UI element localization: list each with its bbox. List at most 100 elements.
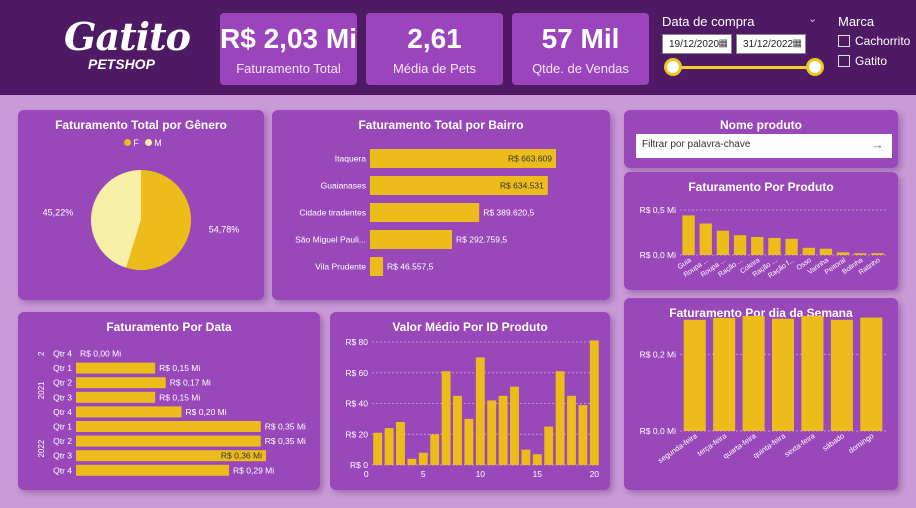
- pie-chart[interactable]: 54,78% 45,22%: [18, 110, 264, 300]
- bar[interactable]: [802, 247, 815, 255]
- calendar-icon[interactable]: ▦: [792, 38, 802, 49]
- bar[interactable]: [441, 371, 451, 465]
- bar[interactable]: [713, 317, 736, 431]
- bar[interactable]: [396, 421, 405, 465]
- category-label: Guaianases: [321, 181, 366, 191]
- bar[interactable]: [464, 418, 474, 465]
- bar[interactable]: [860, 317, 883, 431]
- bar[interactable]: [76, 362, 156, 374]
- bar[interactable]: [742, 316, 765, 431]
- bar[interactable]: [683, 319, 706, 431]
- bar[interactable]: [836, 252, 850, 255]
- semana-bar-chart[interactable]: R$ 0,0 MiR$ 0,2 Misegunda-feiraterça-fei…: [624, 298, 898, 490]
- bar[interactable]: [555, 371, 565, 465]
- x-tick-label: 20: [590, 469, 600, 479]
- bar[interactable]: [682, 215, 695, 255]
- bar[interactable]: [733, 235, 747, 255]
- panel-title: Valor Médio Por ID Produto: [392, 320, 548, 334]
- brand-option-gatito[interactable]: Gatito: [838, 54, 887, 70]
- calendar-icon[interactable]: ▦: [718, 38, 728, 49]
- bar[interactable]: [819, 248, 833, 255]
- start-date-input[interactable]: 19/12/2020 ▦: [662, 34, 732, 54]
- data-bar-chart[interactable]: Qtr 4 R$ 0,00 Mi Qtr 1 R$ 0,15 Mi Qtr 2 R$ 0,…: [18, 312, 320, 490]
- bar[interactable]: [370, 257, 384, 276]
- date-range-slider[interactable]: [673, 66, 815, 69]
- logo-subtitle: PETSHOP: [88, 56, 155, 72]
- bar[interactable]: [801, 316, 824, 431]
- bar[interactable]: [76, 464, 230, 476]
- checkbox[interactable]: [838, 35, 850, 47]
- bar[interactable]: [578, 405, 588, 465]
- end-date-input[interactable]: 31/12/2022 ▦: [736, 34, 806, 54]
- checkbox[interactable]: [838, 55, 850, 67]
- year-label: 2022: [37, 439, 46, 457]
- pie-slice-f[interactable]: [126, 170, 192, 270]
- bar[interactable]: [699, 223, 712, 256]
- bar[interactable]: [567, 395, 576, 465]
- bar[interactable]: [871, 253, 884, 255]
- bar[interactable]: [487, 400, 497, 465]
- bar[interactable]: [370, 176, 548, 195]
- y-tick-label: R$ 20: [345, 429, 368, 439]
- bar[interactable]: [854, 253, 867, 255]
- bar[interactable]: [532, 454, 542, 465]
- bar[interactable]: [76, 435, 261, 447]
- bar[interactable]: [453, 395, 462, 465]
- end-date-value: 31/12/2022: [743, 39, 794, 50]
- x-tick-label: 0: [364, 469, 369, 479]
- brand-option-cachorrito[interactable]: Cachorrito: [838, 34, 910, 50]
- kpi-label: Faturamento Total: [236, 61, 341, 76]
- bar[interactable]: [544, 426, 554, 465]
- bar[interactable]: [76, 421, 261, 432]
- bar[interactable]: [521, 449, 531, 465]
- category-label: Qtr 4: [53, 407, 72, 417]
- bar[interactable]: [407, 458, 417, 465]
- bar[interactable]: [475, 357, 485, 465]
- slider-start-handle[interactable]: [664, 58, 682, 76]
- bar[interactable]: [373, 432, 383, 465]
- x-tick-label: 15: [533, 469, 543, 479]
- legend-swatch-m: [145, 139, 153, 146]
- bar[interactable]: [830, 319, 853, 431]
- bar-data-label: R$ 0,36 Mi: [221, 451, 262, 461]
- x-category-label: domingo: [847, 431, 876, 455]
- bar[interactable]: [370, 149, 556, 168]
- panel-nome-produto: Nome produto Filtrar por palavra-chave →: [624, 110, 898, 168]
- bar[interactable]: [76, 406, 182, 418]
- bar[interactable]: [751, 237, 764, 255]
- bar[interactable]: [510, 386, 519, 465]
- bar[interactable]: [76, 450, 266, 462]
- bairro-bar-chart[interactable]: Itaquera R$ 663.609 Guaianases R$ 634.531 Ci…: [272, 110, 610, 300]
- valor-bar-chart[interactable]: R$ 0 R$ 20 R$ 40 R$ 60 R$ 80 0 5 10 15 20: [330, 312, 610, 490]
- bar[interactable]: [498, 395, 508, 465]
- bar[interactable]: [430, 434, 440, 465]
- y-tick-label: R$ 0,2 Mi: [640, 349, 676, 359]
- pie-slice-m[interactable]: [91, 170, 141, 268]
- category-label: Itaquera: [335, 154, 366, 164]
- chevron-down-icon[interactable]: ⌄: [808, 13, 818, 25]
- kpi-card-media-pets[interactable]: 2,61 Média de Pets: [366, 13, 503, 85]
- bar[interactable]: [589, 340, 599, 465]
- arrow-right-icon[interactable]: →: [871, 137, 884, 152]
- category-label: Qtr 4: [53, 349, 72, 359]
- bar[interactable]: [768, 237, 781, 255]
- panel-valor-medio: Valor Médio Por ID Produto R$ 0 R$ 20 R$ 4…: [330, 312, 610, 490]
- bar[interactable]: [76, 391, 156, 403]
- bar[interactable]: [785, 238, 798, 255]
- y-tick-label: R$ 60: [345, 368, 368, 378]
- category-label: Qtr 3: [53, 392, 72, 402]
- bar[interactable]: [370, 230, 453, 249]
- slider-end-handle[interactable]: [806, 58, 824, 76]
- bar[interactable]: [418, 452, 428, 465]
- bar[interactable]: [771, 318, 795, 431]
- header-bar: Gatito PETSHOP R$ 2,03 Mi Faturamento To…: [0, 0, 916, 95]
- kpi-card-qtde-vendas[interactable]: 57 Mil Qtde. de Vendas: [512, 13, 649, 85]
- bar[interactable]: [370, 203, 480, 222]
- search-input[interactable]: Filtrar por palavra-chave →: [636, 134, 892, 158]
- bar[interactable]: [76, 377, 166, 389]
- x-category-label: sexta-feira: [783, 431, 818, 459]
- bar[interactable]: [384, 428, 394, 465]
- bar[interactable]: [716, 230, 730, 255]
- kpi-card-faturamento[interactable]: R$ 2,03 Mi Faturamento Total: [220, 13, 357, 85]
